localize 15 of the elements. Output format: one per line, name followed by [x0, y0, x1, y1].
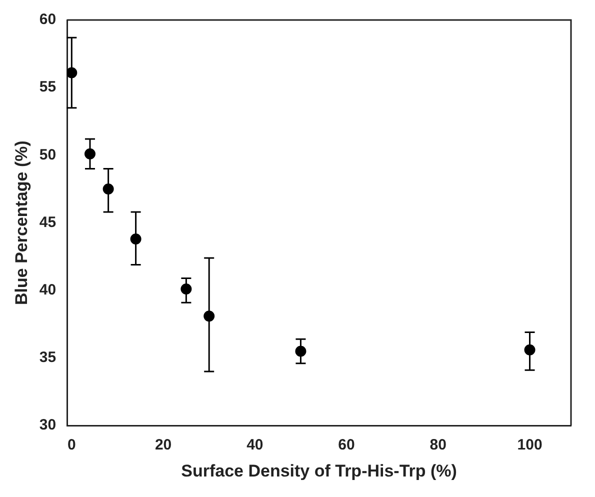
y-tick-label: 45 — [39, 214, 56, 231]
y-tick-label: 60 — [39, 11, 56, 28]
x-tick-label: 40 — [246, 436, 264, 454]
y-tick-label: 35 — [39, 349, 56, 366]
x-tick-label: 0 — [67, 436, 76, 454]
y-axis-title: Blue Percentage (%) — [12, 140, 31, 305]
x-axis-title: Surface Density of Trp-His-Trp (%) — [181, 461, 457, 480]
y-tick-label: 50 — [39, 146, 56, 164]
x-tick-label: 60 — [338, 436, 355, 454]
x-tick-label: 100 — [517, 436, 542, 454]
y-tick-label: 40 — [39, 282, 56, 299]
x-tick-label: 20 — [154, 436, 172, 454]
y-tick-label: 30 — [39, 416, 56, 434]
y-tick-label: 55 — [39, 78, 56, 96]
x-tick-label: 80 — [430, 436, 446, 454]
